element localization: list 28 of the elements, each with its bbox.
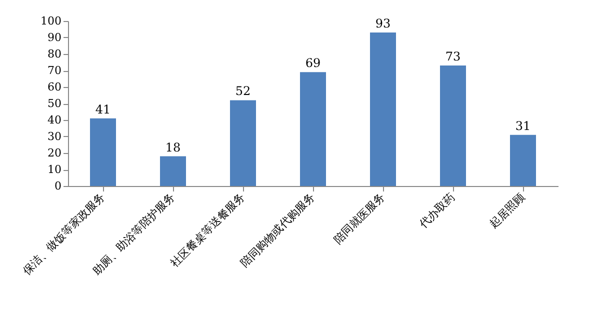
data-label: 31	[515, 118, 531, 133]
y-tick-label: 10	[48, 163, 62, 176]
y-tick-label: 70	[48, 64, 62, 77]
y-tick-label: 30	[48, 130, 62, 143]
bar	[440, 66, 466, 186]
y-tick-label: 0	[54, 180, 62, 192]
x-tick-label: 陪同就医服务	[331, 190, 388, 246]
bar	[300, 72, 326, 186]
y-tick-label: 90	[48, 31, 62, 44]
data-label: 73	[445, 50, 461, 64]
x-tick-label: 起居照顾	[486, 190, 528, 231]
data-label: 93	[375, 16, 391, 31]
bar	[510, 134, 536, 186]
data-label: 69	[305, 56, 321, 70]
y-tick-label: 50	[48, 97, 62, 110]
y-tick-label: 100	[40, 14, 62, 28]
x-tick-label: 代办取药	[416, 190, 458, 232]
data-label: 52	[235, 84, 251, 98]
bar	[370, 32, 396, 186]
y-tick-label: 20	[48, 146, 62, 160]
bar	[160, 156, 186, 186]
data-label: 18	[165, 140, 181, 154]
data-label: 41	[95, 102, 111, 116]
y-tick-label: 40	[48, 114, 62, 126]
y-tick-label: 60	[48, 80, 62, 94]
bar	[90, 118, 116, 186]
bar	[230, 100, 256, 186]
y-tick-label: 80	[48, 48, 62, 60]
